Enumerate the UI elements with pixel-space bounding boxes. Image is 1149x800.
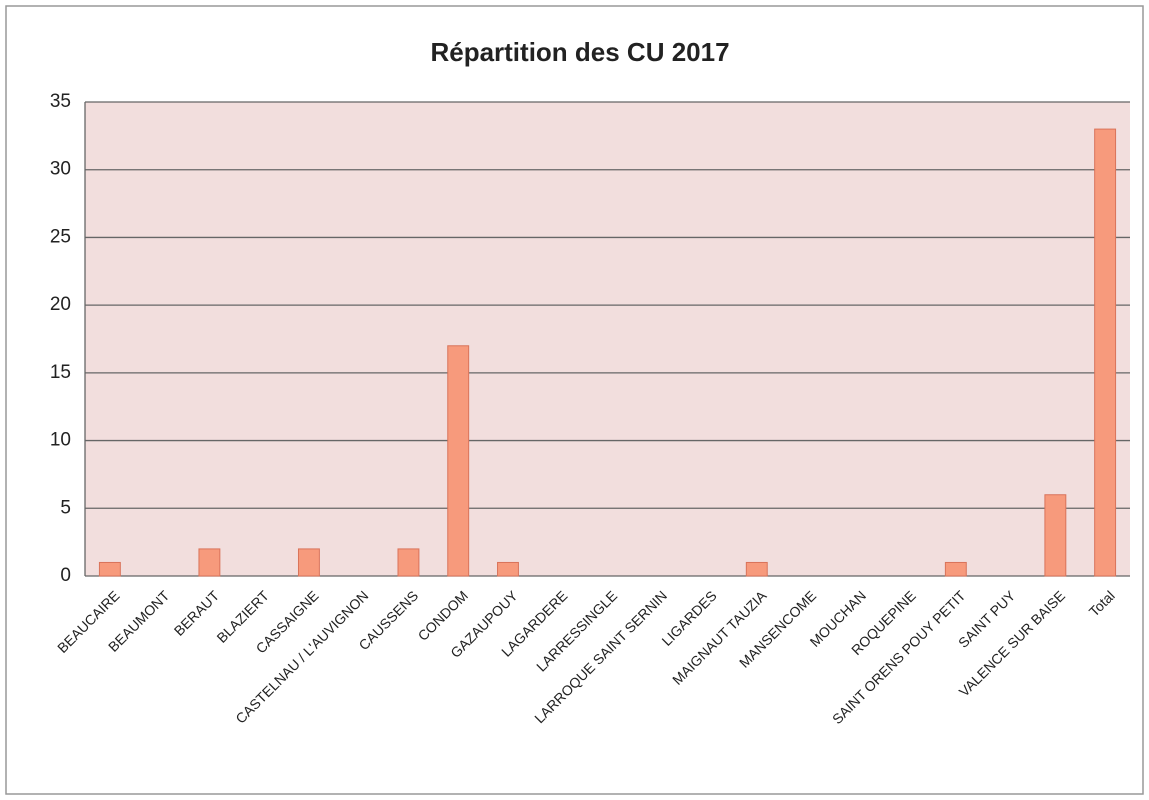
y-tick-label: 25 — [50, 226, 71, 247]
y-tick-label: 0 — [60, 565, 71, 586]
bar — [297, 548, 320, 577]
bar — [447, 345, 470, 577]
y-tick-label: 30 — [50, 159, 71, 180]
bar — [497, 561, 519, 577]
y-tick-label: 15 — [50, 362, 71, 383]
y-tick-label: 20 — [50, 294, 71, 315]
bar — [98, 561, 121, 577]
chart-title: Répartition des CU 2017 — [430, 37, 729, 67]
bar — [745, 561, 768, 577]
y-tick-label: 10 — [50, 430, 71, 451]
y-tick-label: 5 — [60, 497, 71, 518]
bar — [198, 548, 221, 577]
y-tick-label: 35 — [50, 91, 71, 112]
bar — [1044, 494, 1067, 577]
bar — [944, 561, 967, 577]
bar — [1094, 128, 1117, 577]
plot-area — [85, 102, 1130, 576]
bar — [397, 548, 420, 577]
